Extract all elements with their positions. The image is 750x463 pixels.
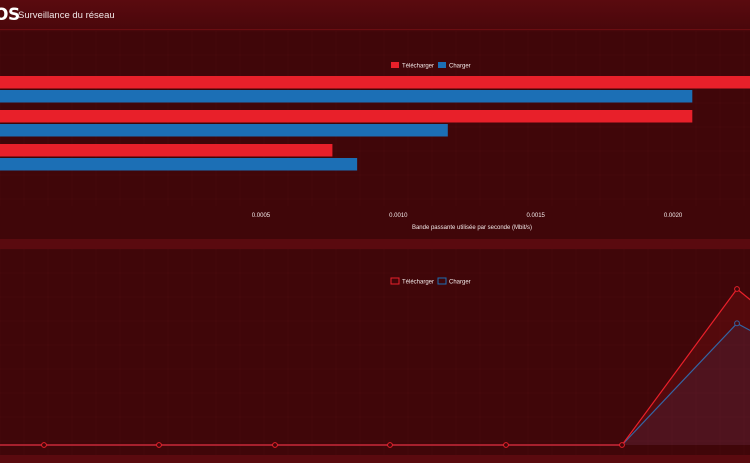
x-tick-label: 0.0015 [527, 213, 546, 219]
panel-divider [0, 239, 750, 249]
bar-upload [0, 158, 358, 171]
point-download [387, 442, 393, 448]
x-tick-label: 0.0020 [664, 213, 683, 219]
app-logo: OS [0, 5, 20, 25]
point-download [41, 442, 47, 448]
line-download [0, 288, 750, 446]
header-bar: OS Surveillance du réseau [0, 0, 750, 30]
x-axis-label: Bande passante utilisée par seconde (Mbi… [412, 225, 532, 231]
legend-label-upload: Charger [449, 64, 471, 70]
point-download [734, 286, 740, 292]
bandwidth-line-chart: Télécharger Charger [0, 249, 750, 455]
bar-upload [0, 90, 693, 103]
point-download [156, 442, 162, 448]
legend-label-download: Télécharger [402, 280, 434, 286]
legend-swatch-download [391, 62, 399, 68]
legend-swatch-upload [438, 62, 446, 68]
legend-swatch-download [390, 277, 400, 285]
bandwidth-line-chart-panel: Télécharger Charger [0, 249, 750, 455]
point-upload [734, 320, 740, 327]
page-title: Surveillance du réseau [18, 10, 115, 21]
bar-upload [0, 124, 448, 137]
point-download [619, 442, 625, 448]
area-upload [0, 323, 750, 445]
footer-strip [0, 455, 750, 463]
bar-download [0, 76, 750, 89]
bandwidth-bar-chart-panel: Télécharger Charger 0.0005 0.0010 0.0015 0.00… [0, 31, 750, 239]
legend-swatch-upload [437, 277, 447, 285]
point-download [272, 442, 278, 448]
point-download [503, 442, 509, 448]
bar-download [0, 144, 333, 157]
x-tick-label: 0.0005 [252, 213, 271, 219]
bar-download [0, 110, 693, 123]
bandwidth-bar-chart: Télécharger Charger 0.0005 0.0010 0.0015 0.00… [0, 31, 750, 231]
area-download [0, 289, 750, 445]
legend-label-upload: Charger [449, 280, 471, 286]
legend-label-download: Télécharger [402, 64, 434, 70]
x-tick-label: 0.0010 [389, 213, 408, 219]
